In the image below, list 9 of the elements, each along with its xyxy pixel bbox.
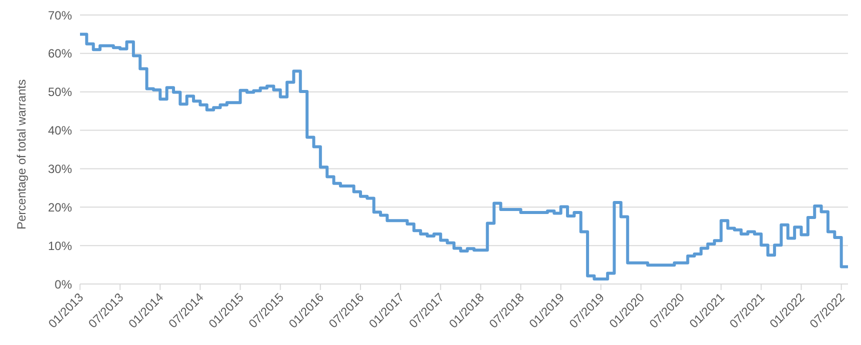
y-tick-label: 70%: [48, 8, 72, 22]
y-tick-label: 0%: [54, 277, 72, 292]
y-tick-label: 10%: [48, 238, 72, 253]
y-tick-label: 40%: [48, 124, 72, 138]
y-tick-label: 20%: [48, 200, 72, 214]
y-tick-label: 50%: [48, 85, 72, 100]
y-axis-title: Percentage of total warrants: [14, 79, 28, 230]
y-tick-label: 60%: [48, 46, 72, 61]
y-tick-label: 30%: [48, 162, 72, 176]
